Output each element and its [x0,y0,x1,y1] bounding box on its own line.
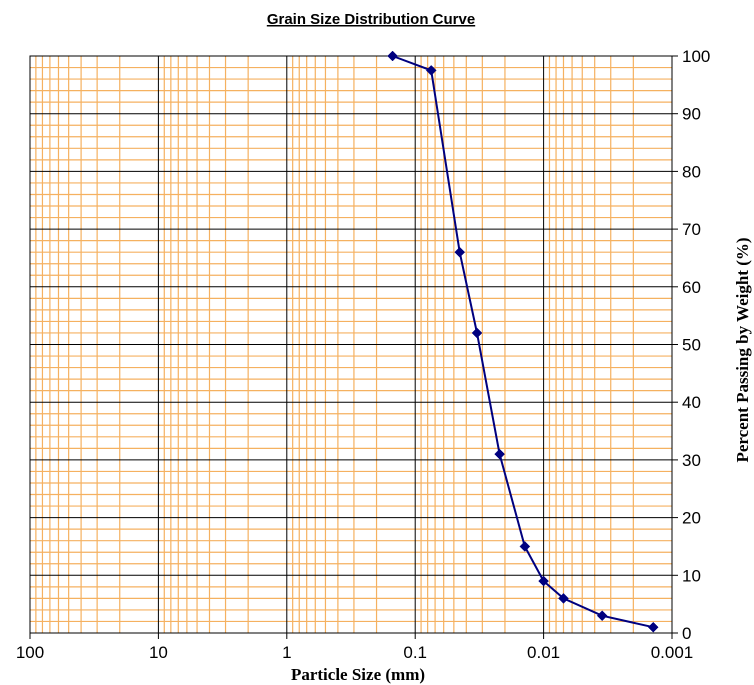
y-tick-label: 70 [682,220,701,239]
y-tick-labels: 0 10 20 30 40 50 60 70 80 90 100 [682,47,710,643]
y-tick-label: 90 [682,105,701,124]
y-tick-label: 50 [682,336,701,355]
data-point-marker [494,448,505,460]
x-tick-label: 0.001 [651,643,694,662]
x-tick-label: 100 [16,643,44,662]
data-point-marker [647,621,659,633]
data-point-marker [425,65,437,76]
y-tick-label: 100 [682,47,710,66]
x-axis-title: Particle Size (mm) [291,665,425,684]
data-point-marker [558,593,569,604]
data-point-marker [519,541,531,552]
data-point-marker [596,610,608,622]
y-tick-label: 30 [682,451,701,470]
x-tick-label: 1 [282,643,291,662]
major-gridlines [29,55,678,639]
series-line [392,55,654,629]
y-tick-label: 20 [682,509,701,528]
y-tick-label: 10 [682,566,701,585]
y-tick-label: 0 [682,624,691,643]
y-tick-label: 40 [682,393,701,412]
y-tick-label: 80 [682,162,701,181]
x-tick-label: 0.1 [403,643,427,662]
data-point-marker [454,246,466,258]
x-tick-label: 0.01 [527,643,560,662]
y-axis-title: Percent Passing by Weight (%) [733,237,752,462]
data-point-marker [387,50,398,62]
data-point-marker [538,575,549,587]
x-tick-labels: 100 10 1 0.1 0.01 0.001 [16,643,693,662]
chart-title: Grain Size Distribution Curve [267,11,475,28]
y-tick-label: 60 [682,278,701,297]
data-point-marker [471,327,483,339]
data-series [387,50,659,633]
x-tick-label: 10 [149,643,168,662]
